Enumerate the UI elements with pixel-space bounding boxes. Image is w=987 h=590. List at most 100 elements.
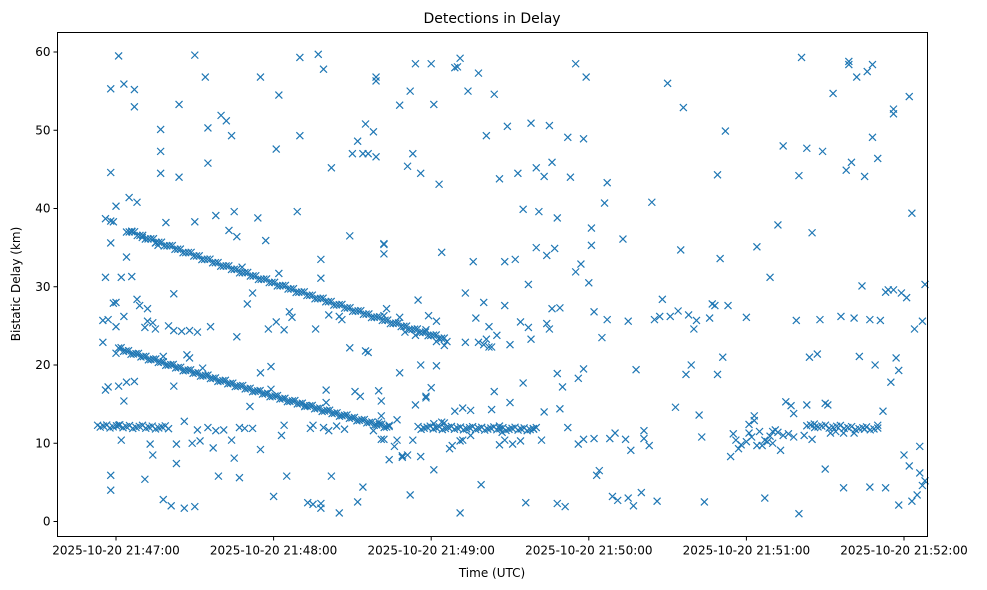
data-point (789, 433, 798, 441)
data-point (516, 436, 525, 445)
data-point (190, 51, 199, 60)
data-point (361, 120, 370, 128)
data-point (114, 421, 123, 430)
data-point (289, 284, 298, 293)
data-point (246, 384, 255, 393)
data-point (288, 313, 296, 322)
data-point (579, 435, 588, 444)
data-point (142, 352, 150, 361)
data-point (125, 193, 134, 202)
data-point (238, 381, 247, 390)
data-point (637, 488, 646, 497)
data-point (900, 451, 908, 459)
data-point (184, 248, 193, 257)
data-point (133, 295, 141, 304)
data-point (676, 246, 685, 254)
data-point (403, 451, 412, 459)
data-point (101, 214, 110, 223)
data-point (495, 422, 504, 430)
data-point (710, 301, 719, 310)
data-point (808, 228, 816, 237)
data-point (647, 198, 656, 207)
data-point (319, 65, 328, 74)
data-point (737, 440, 746, 449)
data-point (590, 434, 598, 443)
data-point (315, 404, 324, 412)
data-point (390, 442, 399, 451)
data-point (713, 170, 722, 179)
data-point (829, 89, 838, 98)
data-point (584, 278, 593, 287)
data-point (831, 427, 840, 436)
data-point (151, 325, 160, 333)
y-axis-ticks: 0 10 20 30 40 50 60 (35, 45, 58, 529)
data-point (411, 331, 420, 340)
data-point (571, 59, 580, 68)
data-point (343, 303, 352, 312)
x-tick-label: 2025-10-20 21:47:00 (52, 544, 179, 558)
data-point (314, 50, 323, 59)
data-point (385, 421, 394, 430)
data-point (545, 121, 554, 130)
data-point (422, 392, 430, 401)
data-point (353, 498, 362, 506)
data-point (477, 480, 486, 489)
data-point (401, 328, 409, 337)
data-point (395, 368, 404, 377)
data-point (500, 301, 509, 310)
data-point (540, 408, 549, 416)
data-point (905, 92, 914, 101)
data-point (354, 306, 363, 315)
data-point (402, 322, 411, 331)
data-point (650, 315, 659, 324)
data-point (364, 309, 373, 318)
data-point (313, 404, 322, 413)
data-point (222, 262, 231, 270)
data-point (240, 424, 249, 433)
data-point (211, 211, 220, 220)
data-point (148, 318, 157, 327)
data-point (226, 379, 235, 388)
y-tick-label: 50 (35, 123, 50, 137)
data-point (168, 241, 177, 250)
data-point (356, 306, 365, 315)
data-point (295, 399, 304, 408)
data-point (297, 288, 306, 296)
data-point (837, 312, 845, 321)
data-point (516, 318, 525, 326)
data-point (232, 232, 241, 241)
data-point (395, 313, 404, 322)
data-point (356, 392, 365, 401)
data-point (176, 363, 185, 372)
data-point (196, 436, 204, 445)
data-point (261, 389, 269, 398)
data-point (776, 446, 785, 455)
data-point (285, 307, 294, 316)
data-point (367, 418, 376, 426)
data-point (603, 315, 612, 324)
data-point (206, 255, 214, 264)
data-point (587, 241, 596, 250)
data-point (682, 370, 690, 379)
data-point (427, 383, 436, 392)
data-point (816, 315, 824, 324)
data-point (542, 319, 551, 328)
data-point (873, 421, 882, 430)
data-point (211, 258, 220, 267)
x-tick-label: 2025-10-20 21:49:00 (367, 544, 494, 558)
data-point (106, 471, 115, 480)
data-point (524, 323, 533, 332)
data-point (902, 293, 911, 302)
data-point (705, 314, 714, 322)
data-point (821, 465, 830, 473)
data-point (810, 423, 819, 432)
data-point (104, 315, 113, 324)
data-point (374, 418, 383, 427)
data-point (876, 316, 885, 325)
data-point (485, 343, 493, 351)
data-point (303, 498, 312, 507)
data-point (495, 174, 504, 183)
data-point (293, 207, 302, 216)
data-point (379, 240, 388, 249)
data-point (146, 440, 155, 448)
